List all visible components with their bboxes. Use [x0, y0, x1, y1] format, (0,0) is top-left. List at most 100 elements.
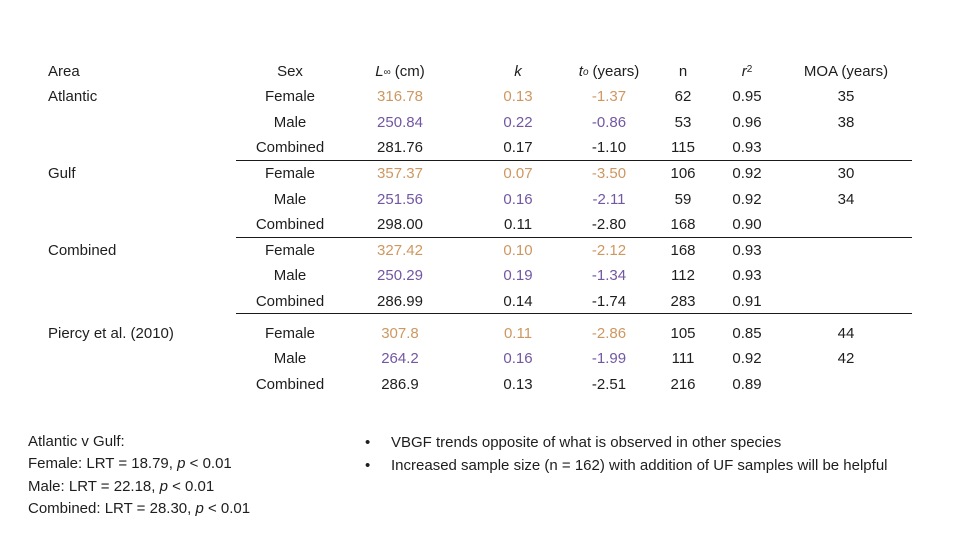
linf-value: 251.56 [377, 190, 423, 208]
k-value: 0.13 [503, 375, 533, 393]
t0-value: -1.37 [591, 88, 627, 106]
area-label: Piercy et al. (2010) [48, 324, 174, 342]
t0-value: -1.99 [591, 350, 627, 368]
stats-line-female: Female: LRT = 18.79, p < 0.01 [28, 455, 232, 473]
table-row: Combined 286.9 0.13 -2.51 216 0.89 [48, 372, 912, 398]
sex-label: Male [273, 113, 307, 131]
stats-title: Atlantic v Gulf: [28, 433, 125, 450]
k-value: 0.11 [503, 324, 533, 342]
r2-value: 0.91 [732, 293, 762, 311]
notes-bullets: • VBGF trends opposite of what is observe… [362, 431, 888, 477]
n-value: 59 [674, 190, 692, 208]
t0-unit: (years) [592, 63, 640, 80]
bullet-icon: • [365, 457, 371, 474]
linf-value: 250.84 [377, 113, 423, 131]
linf-symbol: L [375, 63, 384, 80]
area-label: Atlantic [48, 88, 98, 106]
table-row: Male 250.84 0.22 -0.86 53 0.96 38 [48, 110, 912, 136]
t0-value: -3.50 [591, 165, 627, 183]
k-value: 0.13 [503, 88, 533, 106]
n-value: 106 [670, 165, 696, 183]
table-row: Gulf Female 357.37 0.07 -3.50 106 0.92 30 [48, 161, 912, 187]
r2-value: 0.93 [732, 267, 762, 285]
t0-symbol: t [578, 63, 583, 80]
table-divider [236, 159, 912, 161]
table-row: Male 264.2 0.16 -1.99 111 0.92 42 [48, 346, 912, 372]
bullet-icon: • [365, 434, 371, 451]
linf-value: 286.99 [377, 293, 423, 311]
table-block: Combined Female 327.42 0.10 -2.12 168 0.93 Male… [48, 238, 912, 315]
table-row: Combined 286.99 0.14 -1.74 283 0.91 [48, 289, 912, 315]
sex-label: Combined [255, 216, 325, 234]
r2-value: 0.90 [732, 216, 762, 234]
r2-value: 0.95 [732, 88, 762, 106]
table-body: Atlantic Female 316.78 0.13 -1.37 62 0.95 35 Mal… [48, 84, 912, 397]
r2-value: 0.93 [732, 139, 762, 157]
t0-value: -0.86 [591, 113, 627, 131]
sex-label: Female [264, 88, 316, 106]
t0-value: -2.51 [591, 375, 627, 393]
t0-value: -1.34 [591, 267, 627, 285]
sex-label: Male [273, 190, 307, 208]
moa-value: 35 [837, 88, 855, 106]
bullet-item: • VBGF trends opposite of what is observe… [362, 431, 888, 454]
linf-value: 264.2 [381, 350, 419, 368]
n-value: 168 [670, 241, 696, 259]
sex-label: Combined [255, 139, 325, 157]
col-header-n: n [678, 63, 688, 80]
sex-label: Combined [255, 293, 325, 311]
r2-value: 0.92 [732, 165, 762, 183]
r2-superscript: 2 [746, 64, 753, 75]
table-block: Gulf Female 357.37 0.07 -3.50 106 0.92 30 Male 25… [48, 161, 912, 238]
k-value: 0.17 [503, 139, 533, 157]
moa-value: 38 [837, 113, 855, 131]
n-value: 216 [670, 375, 696, 393]
n-value: 62 [674, 88, 692, 106]
k-value: 0.07 [503, 165, 533, 183]
r2-value: 0.85 [732, 324, 762, 342]
table-row: Combined 281.76 0.17 -1.10 115 0.93 [48, 135, 912, 161]
table-block: Atlantic Female 316.78 0.13 -1.37 62 0.95 35 Mal… [48, 84, 912, 161]
sex-label: Combined [255, 375, 325, 393]
r2-value: 0.89 [732, 375, 762, 393]
linf-value: 286.9 [381, 375, 419, 393]
sex-label: Female [264, 241, 316, 259]
stats-line-combined: Combined: LRT = 28.30, p < 0.01 [28, 499, 251, 517]
r2-value: 0.92 [732, 350, 762, 368]
table-divider [236, 236, 912, 238]
linf-unit: (cm) [394, 63, 425, 80]
sex-label: Male [273, 350, 307, 368]
t0-subscript: o [582, 67, 589, 78]
linf-value: 281.76 [377, 139, 423, 157]
col-header-t0: t o (years) [579, 63, 639, 80]
table-row: Atlantic Female 316.78 0.13 -1.37 62 0.95 35 [48, 84, 912, 110]
moa-value: 44 [837, 324, 855, 342]
sex-label: Female [264, 324, 316, 342]
linf-value: 307.8 [381, 324, 419, 342]
sex-label: Female [264, 165, 316, 183]
area-label: Gulf [48, 165, 76, 183]
moa-value: 34 [837, 190, 855, 208]
r2-symbol: r [741, 63, 747, 80]
table-row: Male 250.29 0.19 -1.34 112 0.93 [48, 263, 912, 289]
n-value: 112 [671, 267, 695, 285]
table-row: Combined Female 327.42 0.10 -2.12 168 0.93 [48, 238, 912, 264]
k-value: 0.10 [503, 241, 533, 259]
moa-value: 30 [837, 165, 855, 183]
col-header-k: k [514, 63, 522, 80]
t0-value: -2.11 [592, 190, 626, 208]
k-value: 0.19 [503, 267, 533, 285]
col-header-sex: Sex [277, 63, 303, 80]
n-value: 283 [670, 293, 696, 311]
linf-value: 357.37 [377, 165, 423, 183]
table-row: Piercy et al. (2010) Female 307.8 0.11 -2.86… [48, 320, 912, 346]
area-label: Combined [48, 241, 117, 259]
k-value: 0.16 [503, 350, 533, 368]
n-value: 168 [670, 216, 696, 234]
linf-value: 316.78 [377, 88, 423, 106]
t0-value: -2.86 [591, 324, 627, 342]
col-header-area: Area [48, 63, 80, 80]
r2-value: 0.96 [732, 113, 762, 131]
